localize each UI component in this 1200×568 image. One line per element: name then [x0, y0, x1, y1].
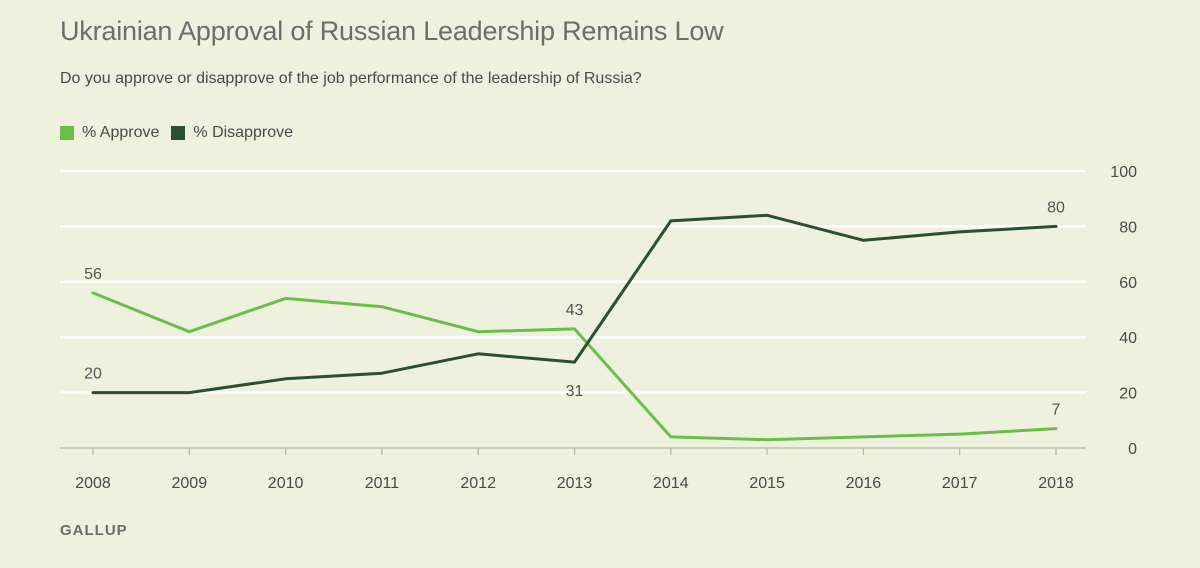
data-label-approve: 7	[1052, 402, 1061, 419]
x-tick-label: 2012	[460, 475, 496, 492]
x-tick-label: 2008	[75, 475, 111, 492]
x-tick-label: 2013	[557, 475, 593, 492]
data-label-disapprove: 20	[84, 366, 102, 383]
chart-title: Ukrainian Approval of Russian Leadership…	[60, 16, 724, 46]
legend-item-approve: % Approve	[60, 124, 159, 142]
y-tick-label: 0	[1128, 441, 1137, 458]
x-tick-label: 2018	[1038, 475, 1074, 492]
legend-item-disapprove: % Disapprove	[171, 124, 293, 142]
y-tick-label: 60	[1119, 275, 1137, 292]
data-label-layer: 56 43 7 20 31 80	[84, 199, 1065, 418]
y-tick-label: 80	[1119, 219, 1137, 236]
legend-swatch-disapprove	[171, 126, 186, 140]
data-label-disapprove: 31	[566, 383, 584, 400]
data-label-approve: 56	[84, 266, 102, 283]
x-tick-label: 2015	[749, 475, 785, 492]
grid-layer	[60, 169, 1086, 394]
series-layer	[91, 213, 1058, 442]
series-line-approve	[91, 291, 1058, 442]
series-line-disapprove	[91, 213, 1058, 395]
x-tick-label: 2016	[846, 475, 882, 492]
legend-label-approve: % Approve	[82, 124, 160, 141]
x-tick-label: 2010	[268, 475, 304, 492]
y-tick-label: 20	[1119, 386, 1137, 403]
chart-legend: % Approve % Disapprove	[60, 124, 305, 142]
x-tick-label: 2014	[653, 475, 689, 492]
legend-swatch-approve	[60, 126, 74, 140]
axis-layer: 0 20 40 60 80 100 2008 2009 2010 2011 2012 2013 2014…	[60, 164, 1137, 492]
y-tick-label: 100	[1110, 164, 1137, 181]
x-tick-label: 2011	[365, 475, 400, 492]
chart-subtitle: Do you approve or disapprove of the job …	[60, 70, 642, 87]
x-tick-label: 2017	[942, 475, 978, 492]
data-label-approve: 43	[566, 302, 584, 319]
x-tick-label: 2009	[172, 475, 208, 492]
source-footer: GALLUP	[60, 522, 128, 539]
data-label-disapprove: 80	[1047, 199, 1065, 216]
legend-label-disapprove: % Disapprove	[193, 124, 293, 141]
y-tick-label: 40	[1119, 330, 1137, 347]
